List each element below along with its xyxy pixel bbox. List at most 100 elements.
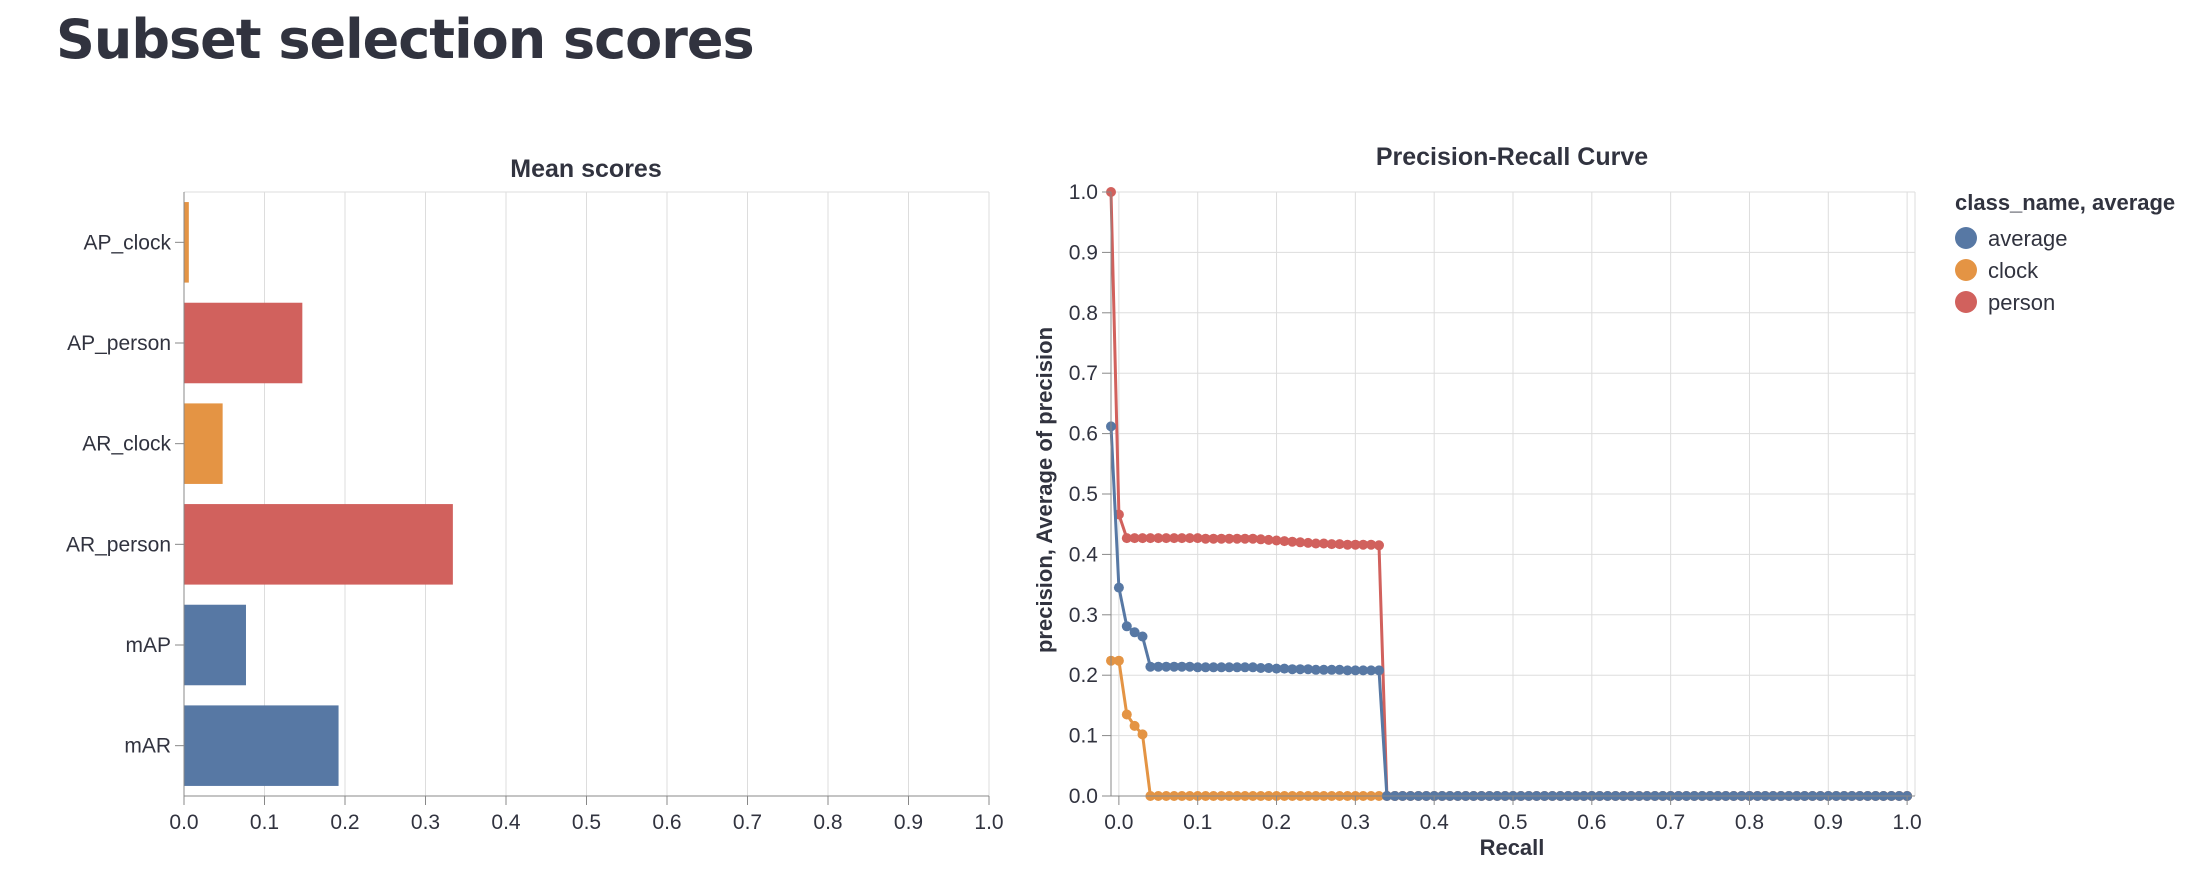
point-average (1216, 662, 1227, 673)
point-clock (1129, 720, 1140, 731)
point-average (1255, 663, 1266, 673)
pr-curve-title: Precision-Recall Curve (1376, 143, 1648, 171)
legend-swatch-clock (1955, 259, 1977, 281)
pr-x-tick-label: 0.7 (1656, 811, 1685, 834)
point-average (1161, 661, 1172, 672)
legend-label-person: person (1988, 290, 2055, 315)
point-average (1176, 661, 1187, 672)
series-line-average (1109, 426, 1908, 798)
point-person (1200, 533, 1211, 544)
series-line-clock (1111, 659, 1908, 798)
point-person (1366, 539, 1377, 550)
pr-curve-x-axis-title: Recall (1480, 835, 1545, 860)
legend-label-average: average (1988, 226, 2068, 251)
point-average (1358, 665, 1369, 676)
pr-y-tick-label: 0.8 (1069, 302, 1098, 325)
point-average (1342, 665, 1353, 676)
point-average (1192, 662, 1203, 673)
point-average (1295, 664, 1306, 675)
point-person (1303, 537, 1314, 548)
point-average (1121, 621, 1132, 632)
pr-y-tick-label: 0.6 (1069, 423, 1098, 446)
pr-y-tick-label: 0.7 (1069, 362, 1098, 385)
point-person (1240, 533, 1250, 544)
bar-mAP (184, 604, 246, 686)
pr-y-tick-label: 0.5 (1069, 483, 1098, 506)
point-average (1263, 663, 1274, 673)
point-person (1216, 533, 1227, 544)
point-person (1121, 533, 1132, 544)
bar-x-tick-label: 0.5 (572, 811, 601, 834)
pr-x-tick-label: 1.0 (1893, 811, 1922, 834)
point-person (1342, 539, 1353, 550)
bar-x-tick-label: 0.6 (652, 811, 681, 834)
legend-swatch-person (1955, 291, 1977, 313)
point-average (1326, 664, 1337, 675)
bar-x-tick-label: 0.0 (169, 811, 198, 834)
mean-scores-bars (184, 202, 453, 786)
legend-title: class_name, average (1955, 190, 2175, 215)
point-person (1374, 540, 1384, 551)
bar-AR_person (184, 504, 453, 585)
point-average (1224, 662, 1235, 673)
pr-x-tick-label: 0.8 (1735, 811, 1764, 834)
mean-scores-chart: Mean scores 0.0 0.1 0.2 0.3 0.4 0.5 0.6 0.7 0.8 0… (66, 155, 1004, 834)
point-average (1303, 664, 1314, 675)
point-person (1287, 536, 1298, 547)
legend-swatch-average (1955, 227, 1977, 249)
point-average (1287, 664, 1298, 675)
bar-y-tick-label: AR_clock (82, 433, 171, 456)
bar-y-tick-label: AP_person (67, 332, 171, 355)
point-clock (1113, 655, 1124, 666)
legend-items: average clock person (1955, 226, 2068, 315)
point-person (1358, 539, 1369, 550)
point-person (1169, 533, 1180, 544)
point-average (1334, 664, 1345, 675)
point-person (1232, 533, 1243, 544)
point-person (1295, 537, 1306, 548)
bar-y-tick-label: AR_person (66, 533, 171, 556)
point-person (1271, 535, 1282, 546)
pr-y-tick-label: 0.1 (1069, 725, 1098, 748)
point-person (1153, 533, 1164, 544)
point-average (1374, 665, 1384, 676)
point-average (1184, 661, 1195, 672)
point-average (1350, 665, 1361, 676)
pr-y-tick-label: 0.0 (1069, 785, 1098, 808)
bar-AP_person (184, 302, 303, 384)
pr-y-tick-label: 0.3 (1069, 604, 1098, 627)
point-average (1169, 661, 1180, 672)
pr-curve-grid (1111, 191, 1916, 797)
pr-x-tick-label: 0.6 (1577, 811, 1606, 834)
point-person (1129, 533, 1140, 544)
bar-x-tick-label: 0.8 (813, 811, 842, 834)
point-average (1271, 663, 1282, 674)
point-average (1240, 662, 1250, 673)
point-person (1247, 533, 1258, 544)
pr-curve-legend: class_name, average average clock person (1955, 190, 2175, 315)
pr-curve-y-axis-title: precision, Average of precision (1032, 327, 1057, 653)
bar-y-tick-label: mAP (125, 634, 171, 657)
pr-x-tick-label: 0.9 (1814, 811, 1843, 834)
pr-y-tick-label: 0.9 (1069, 241, 1098, 264)
point-person (1310, 538, 1321, 549)
pr-curve-chart: Precision-Recall Curve 0.0 0.1 0.2 0.3 0.4 0.… (1032, 143, 1922, 860)
point-person (1350, 539, 1361, 550)
bar-x-tick-label: 0.1 (250, 811, 279, 834)
point-average (1208, 662, 1219, 673)
bar-y-tick-label: AP_clock (83, 231, 171, 254)
point-average (1366, 665, 1377, 676)
point-person (1255, 534, 1266, 545)
mean-scores-axes: 0.0 0.1 0.2 0.3 0.4 0.5 0.6 0.7 0.8 0.9 1.0 AP_cloc… (66, 192, 1004, 834)
point-average (1145, 661, 1156, 672)
point-average (1247, 662, 1258, 673)
point-average (1279, 663, 1290, 674)
point-average (1310, 664, 1321, 675)
pr-y-tick-label: 0.2 (1069, 664, 1098, 687)
point-average (1200, 662, 1211, 673)
bar-x-tick-label: 0.7 (733, 811, 762, 834)
pr-y-tick-label: 1.0 (1069, 181, 1098, 204)
pr-y-tick-label: 0.4 (1069, 543, 1099, 566)
point-person (1224, 533, 1235, 544)
bar-x-tick-label: 0.3 (411, 811, 440, 834)
